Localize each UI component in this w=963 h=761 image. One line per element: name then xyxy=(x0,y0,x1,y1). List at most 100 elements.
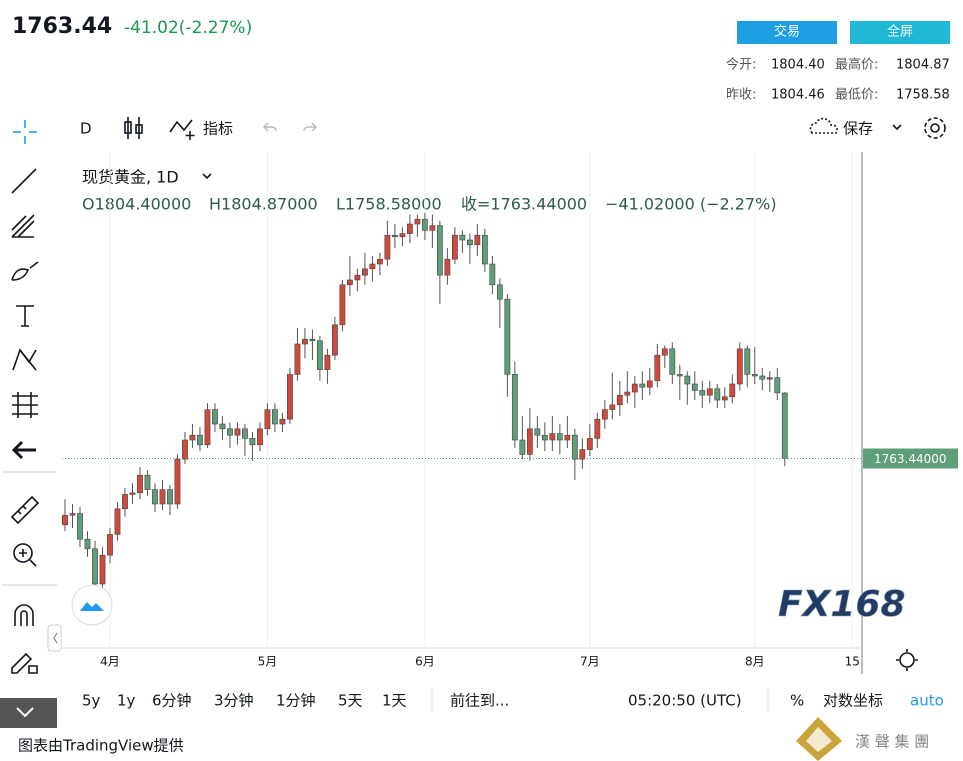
settings-icon[interactable] xyxy=(924,117,946,139)
fullscreen-button[interactable] xyxy=(850,21,950,44)
pattern-tool[interactable] xyxy=(12,348,37,371)
candle-body xyxy=(294,343,301,375)
back-tool[interactable] xyxy=(11,440,36,460)
text-tool[interactable] xyxy=(16,305,34,327)
trade-button[interactable] xyxy=(737,21,837,44)
axis-settings[interactable] xyxy=(896,649,918,671)
candle-body xyxy=(766,377,773,380)
candle-body xyxy=(189,434,196,441)
stat-label: 最低价: xyxy=(835,88,878,103)
candle-body xyxy=(594,418,601,439)
candle-body xyxy=(699,390,706,396)
range-button[interactable]: 5天 xyxy=(338,692,363,710)
range-button[interactable]: 1天 xyxy=(382,692,407,710)
hide-tools-icon[interactable] xyxy=(16,707,34,718)
indicator-icon[interactable] xyxy=(169,119,195,140)
save-icon[interactable] xyxy=(809,117,838,134)
candle-body xyxy=(781,392,788,459)
stat-label: 昨收: xyxy=(726,88,756,103)
symbol-title[interactable]: 现货黄金, 1D xyxy=(82,168,179,187)
save-menu-arrow[interactable] xyxy=(892,124,902,131)
candle-body xyxy=(436,225,443,276)
candle-body xyxy=(107,534,113,556)
candle-body xyxy=(369,263,376,270)
fib-tool[interactable] xyxy=(12,392,38,418)
save-button[interactable]: 保存 xyxy=(843,120,873,138)
interval-button[interactable]: D xyxy=(80,120,92,138)
stat-value: 1758.58 xyxy=(896,88,950,103)
percent-toggle[interactable]: % xyxy=(790,692,804,710)
crosshair-tool[interactable] xyxy=(13,120,37,144)
range-button[interactable]: 5y xyxy=(82,692,101,710)
candle-body xyxy=(684,375,691,385)
candle-body xyxy=(77,513,83,540)
candle-body xyxy=(556,433,563,441)
candle-type-icon[interactable] xyxy=(124,117,143,139)
pitchfork-tool[interactable] xyxy=(11,214,35,238)
quick-icon[interactable] xyxy=(80,602,104,611)
credit: 图表由TradingView提供 xyxy=(18,737,184,755)
candle-body xyxy=(362,268,368,276)
range-button[interactable]: 1y xyxy=(117,692,136,710)
plot: 4月 5月 6月 7月 8月 15 1763.44000 xyxy=(62,152,958,669)
candle-body xyxy=(481,234,488,265)
candle-body xyxy=(609,404,616,410)
lock-draw-tool[interactable] xyxy=(11,652,38,674)
candle-body xyxy=(601,409,608,420)
brush-tool[interactable] xyxy=(11,261,39,281)
clock: 05:20:50 (UTC) xyxy=(628,692,742,710)
collapse-icon[interactable] xyxy=(53,632,58,644)
candle-body xyxy=(414,218,421,225)
range-button[interactable]: 3分钟 xyxy=(214,692,254,710)
candle-body xyxy=(444,258,451,276)
candle-body xyxy=(197,434,203,446)
candle-body xyxy=(429,225,436,231)
candle-body xyxy=(639,383,646,388)
candle-body xyxy=(249,438,256,446)
candle-body xyxy=(669,348,676,375)
quick-button[interactable] xyxy=(71,584,113,626)
symbol-arrow[interactable] xyxy=(202,173,212,180)
candle-body xyxy=(541,434,548,441)
candle-body xyxy=(129,492,136,495)
candle-body xyxy=(204,409,211,446)
range-bar: 5y 1y 6分钟 3分钟 1分钟 5天 1天 xyxy=(82,692,407,710)
candle-body xyxy=(242,428,248,439)
indicators-button[interactable]: 指标 xyxy=(203,120,233,138)
undo-redo[interactable] xyxy=(262,122,318,132)
candle-body xyxy=(729,383,736,398)
range-button[interactable]: 1分钟 xyxy=(276,692,316,710)
log-toggle[interactable]: 对数坐标 xyxy=(823,692,883,710)
candle-body xyxy=(646,380,653,388)
legend-low: L1758.58000 xyxy=(336,195,442,214)
candle-body xyxy=(227,428,233,436)
candle-body xyxy=(99,554,106,585)
candle-body xyxy=(676,374,683,377)
candle-body xyxy=(691,383,698,391)
magnet-tool[interactable] xyxy=(14,604,34,626)
candle-body xyxy=(466,239,473,246)
candle-body xyxy=(474,234,481,246)
candle-body xyxy=(317,340,323,370)
zoom-tool[interactable] xyxy=(13,543,37,567)
candle-body xyxy=(62,514,68,526)
ruler-tool[interactable] xyxy=(10,495,40,525)
trade-button-label[interactable]: 交易 xyxy=(774,24,800,40)
goto-button[interactable]: 前往到... xyxy=(450,692,509,710)
candle-body xyxy=(399,233,406,238)
legend-close: 收=1763.44000 xyxy=(461,195,587,214)
x-tick-label: 4月 xyxy=(100,655,120,669)
x-tick-label: 8月 xyxy=(745,655,765,669)
legend-change: −41.02000 (−2.27%) xyxy=(605,195,777,214)
x-tick-label: 5月 xyxy=(258,655,278,669)
candle-body xyxy=(69,513,76,516)
line-tool[interactable] xyxy=(11,168,37,194)
stat-label: 最高价: xyxy=(835,57,878,73)
x-tick-label: 7月 xyxy=(580,655,600,669)
auto-toggle[interactable]: auto xyxy=(910,692,944,710)
candle-body xyxy=(706,388,713,396)
range-button[interactable]: 6分钟 xyxy=(152,692,192,710)
fullscreen-button-label[interactable]: 全屏 xyxy=(887,24,913,40)
candle-body xyxy=(167,489,173,505)
